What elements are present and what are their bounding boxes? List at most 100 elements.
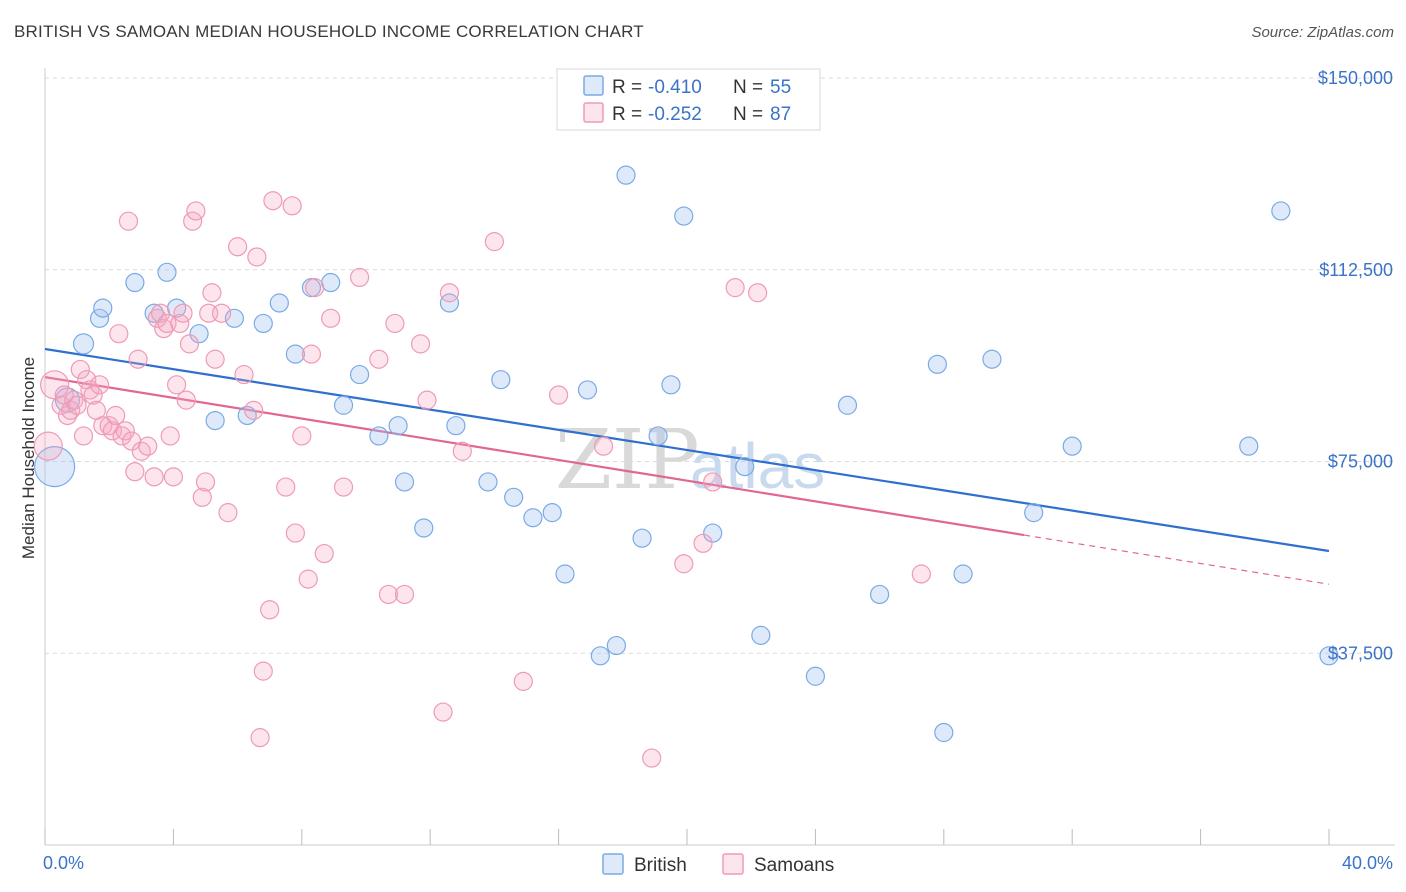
- bottom-legend-samoans: Samoans: [754, 855, 834, 876]
- samoans-point: [369, 349, 389, 369]
- samoans-point: [33, 431, 63, 461]
- british-point: [34, 446, 76, 488]
- british-point: [333, 395, 354, 415]
- samoans-point: [64, 390, 84, 410]
- samoans-point: [282, 196, 302, 216]
- bottom-legend-swatch-samoans: [722, 853, 744, 875]
- axes: [44, 68, 1395, 846]
- samoans-point: [244, 400, 264, 420]
- british-point: [504, 487, 524, 507]
- y-tick-label: $37,500: [1328, 643, 1393, 663]
- british-point: [144, 303, 164, 323]
- samoans-point: [693, 533, 713, 553]
- series-legend: British Samoans: [602, 853, 834, 876]
- tick-labels: $150,000 $112,500 $75,000 $37,500 0.0% 40.0%: [43, 68, 1393, 873]
- samoans-point: [321, 308, 341, 328]
- samoans-point: [138, 436, 158, 456]
- british-point: [1239, 436, 1259, 456]
- samoans-point: [314, 543, 334, 564]
- samoans-point: [394, 584, 415, 605]
- samoans-point: [513, 671, 533, 691]
- british-point: [414, 518, 434, 538]
- british-point: [523, 508, 543, 528]
- samoans-point: [285, 523, 305, 543]
- samoans-point: [80, 380, 100, 400]
- british-point: [72, 333, 95, 355]
- watermark-zip: ZIP: [555, 413, 700, 508]
- samoans-point: [186, 201, 206, 221]
- british-point: [93, 298, 113, 318]
- samoans-point: [349, 267, 370, 288]
- british-point: [125, 272, 145, 293]
- samoans-point: [674, 554, 694, 574]
- samoans-point: [131, 441, 151, 461]
- samoans-point: [51, 395, 71, 415]
- british-point: [805, 666, 826, 686]
- samoans-point: [218, 503, 238, 523]
- british-point: [703, 523, 723, 543]
- legend-r-label-british: R =: [612, 77, 642, 98]
- samoans-point: [410, 334, 431, 354]
- british-point: [735, 457, 755, 477]
- samoans-trend-extension: [1023, 534, 1330, 585]
- samoans-point: [67, 395, 87, 415]
- samoans-point: [228, 237, 248, 257]
- samoans-point: [173, 303, 193, 323]
- samoans-point: [433, 702, 453, 722]
- samoans-point: [301, 344, 322, 364]
- y-tick-label: $112,500: [1319, 260, 1393, 280]
- british-point: [269, 293, 289, 313]
- samoans-point: [333, 477, 354, 497]
- british-point: [982, 349, 1002, 369]
- british-point: [439, 293, 460, 313]
- british-point: [606, 635, 626, 656]
- trend-lines: [44, 347, 1330, 585]
- samoans-point: [234, 364, 254, 385]
- british-point: [478, 472, 498, 492]
- british-point: [189, 324, 209, 344]
- samoans-point: [128, 349, 148, 369]
- samoans-point: [250, 728, 270, 748]
- samoans-point: [452, 441, 472, 461]
- samoans-point: [118, 211, 139, 231]
- samoans-point: [385, 313, 405, 334]
- source-label: Source: ZipAtlas.com: [1251, 24, 1394, 41]
- samoans-point: [305, 278, 325, 298]
- gridlines: [45, 77, 1395, 654]
- chart-title: BRITISH VS SAMOAN MEDIAN HOUSEHOLD INCOM…: [14, 22, 644, 41]
- british-point: [224, 308, 244, 328]
- samoans-point: [298, 569, 318, 589]
- legend-n-value-samoans: 87: [770, 104, 791, 125]
- samoans-point: [150, 303, 171, 323]
- british-point: [157, 262, 177, 282]
- british-point: [577, 380, 598, 400]
- british-point: [89, 308, 110, 328]
- british-point: [388, 416, 408, 436]
- samoans-point: [263, 191, 283, 211]
- legend-n-label-samoans: N =: [733, 104, 763, 125]
- british-point: [555, 564, 575, 584]
- samoans-point: [144, 467, 164, 487]
- samoans-point: [253, 661, 273, 681]
- british-point: [751, 625, 771, 645]
- samoans-point: [160, 426, 180, 446]
- british-trend-line: [44, 347, 1330, 553]
- samoans-point: [70, 359, 90, 380]
- samoans-point: [183, 211, 203, 231]
- samoans-point: [195, 472, 216, 492]
- british-point: [927, 354, 947, 374]
- samoans-point: [484, 232, 504, 252]
- watermark: ZIP atlas: [555, 413, 825, 508]
- british-point: [953, 564, 973, 584]
- british-point: [237, 405, 257, 426]
- samoans-point: [276, 477, 296, 497]
- samoans-point: [911, 564, 931, 584]
- samoans-point: [417, 390, 437, 410]
- british-point: [491, 370, 511, 390]
- samoans-point: [202, 283, 222, 303]
- samoans-point: [378, 584, 399, 605]
- samoans-point: [593, 436, 614, 456]
- british-point: [285, 344, 305, 364]
- legend-r-value-samoans: -0.252: [648, 104, 702, 125]
